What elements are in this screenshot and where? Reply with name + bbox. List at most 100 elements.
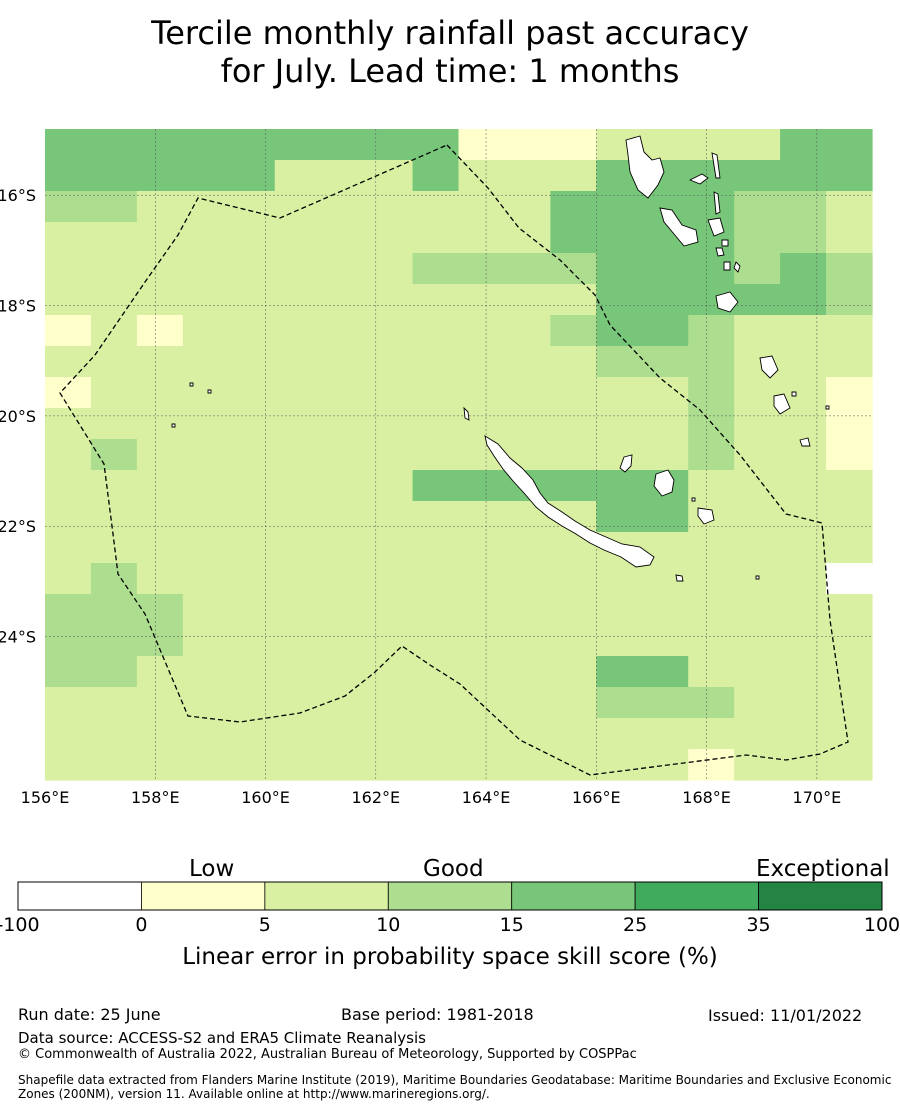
skill-cell: [90, 470, 138, 502]
skill-cell: [45, 253, 92, 285]
data-source: Data source: ACCESS-S2 and ERA5 Climate …: [18, 1029, 426, 1047]
skill-cell: [228, 625, 276, 657]
skill-cell: [274, 656, 322, 688]
skill-cell: [45, 594, 92, 626]
skill-cell: [274, 284, 322, 316]
skill-cell: [366, 532, 414, 564]
skill-cell: [734, 129, 781, 161]
colorbar-segment: [264, 881, 389, 911]
skill-cell: [412, 253, 460, 285]
skill-cell: [504, 532, 551, 564]
skill-cell: [504, 253, 551, 285]
ouvea: [619, 454, 633, 473]
skill-cell: [458, 594, 506, 626]
skill-cell: [596, 501, 643, 533]
skill-cell: [826, 129, 873, 161]
skill-cell: [366, 656, 414, 688]
skill-cell: [182, 222, 230, 254]
skill-cell: [826, 377, 873, 409]
skill-cell: [642, 284, 689, 316]
skill-cell: [734, 532, 781, 564]
skill-cell: [274, 439, 322, 471]
skill-cell: [550, 656, 597, 688]
skill-cell: [826, 718, 873, 750]
skill-cell: [642, 718, 689, 750]
colorbar-segment: [387, 881, 513, 911]
skill-cell: [90, 191, 138, 223]
skill-cell: [320, 346, 368, 378]
skill-cell: [136, 284, 184, 316]
skill-cell: [780, 284, 827, 316]
skill-cell: [45, 222, 92, 254]
skill-cell: [504, 625, 551, 657]
skill-cell: [412, 315, 460, 347]
longitude-labels: 156°E 158°E 160°E 162°E 164°E 166°E 168°E 170°E: [21, 788, 842, 807]
skill-cell: [412, 718, 460, 750]
lifou: [653, 469, 675, 497]
skill-cell: [596, 470, 643, 502]
skill-cell: [366, 594, 414, 626]
skill-cell: [550, 222, 597, 254]
skill-cell: [228, 532, 276, 564]
skill-cell: [780, 160, 827, 192]
longitude-tick-label: 168°E: [682, 788, 731, 807]
longitude-tick-label: 156°E: [21, 788, 70, 807]
skill-cell: [826, 749, 873, 781]
skill-cell: [45, 749, 92, 781]
skill-cell: [688, 160, 735, 192]
skill-cell: [136, 191, 184, 223]
skill-cell: [320, 284, 368, 316]
chart-title-line-1: Tercile monthly rainfall past accuracy: [151, 14, 749, 52]
skill-cell: [366, 563, 414, 595]
skill-cell: [412, 532, 460, 564]
skill-cell: [550, 315, 597, 347]
skill-cell: [366, 625, 414, 657]
skill-cell: [228, 315, 276, 347]
longitude-tick-label: 166°E: [572, 788, 621, 807]
skill-cell: [182, 470, 230, 502]
skill-cell: [45, 377, 92, 409]
skill-cell: [504, 408, 551, 440]
isle-of-pines: [675, 574, 684, 582]
skill-cell: [688, 470, 735, 502]
skill-cell: [90, 656, 138, 688]
skill-cell: [182, 718, 230, 750]
skill-cell: [228, 408, 276, 440]
skill-cell: [734, 377, 781, 409]
skill-cell: [734, 439, 781, 471]
skill-cell: [688, 563, 735, 595]
colorbar-category-good: Good: [423, 856, 484, 882]
skill-cell: [412, 222, 460, 254]
latitude-tick-label: 18°S: [0, 297, 36, 316]
skill-cell: [320, 625, 368, 657]
skill-cell: [320, 749, 368, 781]
skill-cell: [366, 718, 414, 750]
skill-cell: [688, 129, 735, 161]
skill-cell: [458, 749, 506, 781]
latitude-tick-label: 22°S: [0, 517, 36, 536]
skill-cell: [734, 222, 781, 254]
skill-cell: [826, 439, 873, 471]
skill-cell: [504, 315, 551, 347]
skill-cell: [826, 563, 873, 595]
issued-date: Issued: 11/01/2022: [708, 1006, 863, 1025]
colorbar-tick-label: 10: [376, 914, 401, 936]
skill-cell: [458, 315, 506, 347]
skill-cell: [826, 501, 873, 533]
skill-cell: [596, 656, 643, 688]
colorbar-tick-label: 5: [258, 914, 271, 936]
skill-cell: [320, 160, 368, 192]
skill-cell: [780, 253, 827, 285]
skill-cell: [412, 408, 460, 440]
skill-cell: [780, 315, 827, 347]
colorbar-tick-label: 35: [746, 914, 771, 936]
skill-cell: [412, 687, 460, 719]
skill-cell: [366, 346, 414, 378]
skill-cell: [780, 532, 827, 564]
skill-cell: [688, 439, 735, 471]
skill-cell: [45, 129, 92, 161]
skill-cell: [274, 563, 322, 595]
skill-cell: [366, 129, 414, 161]
skill-cell: [320, 501, 368, 533]
skill-cell: [366, 315, 414, 347]
